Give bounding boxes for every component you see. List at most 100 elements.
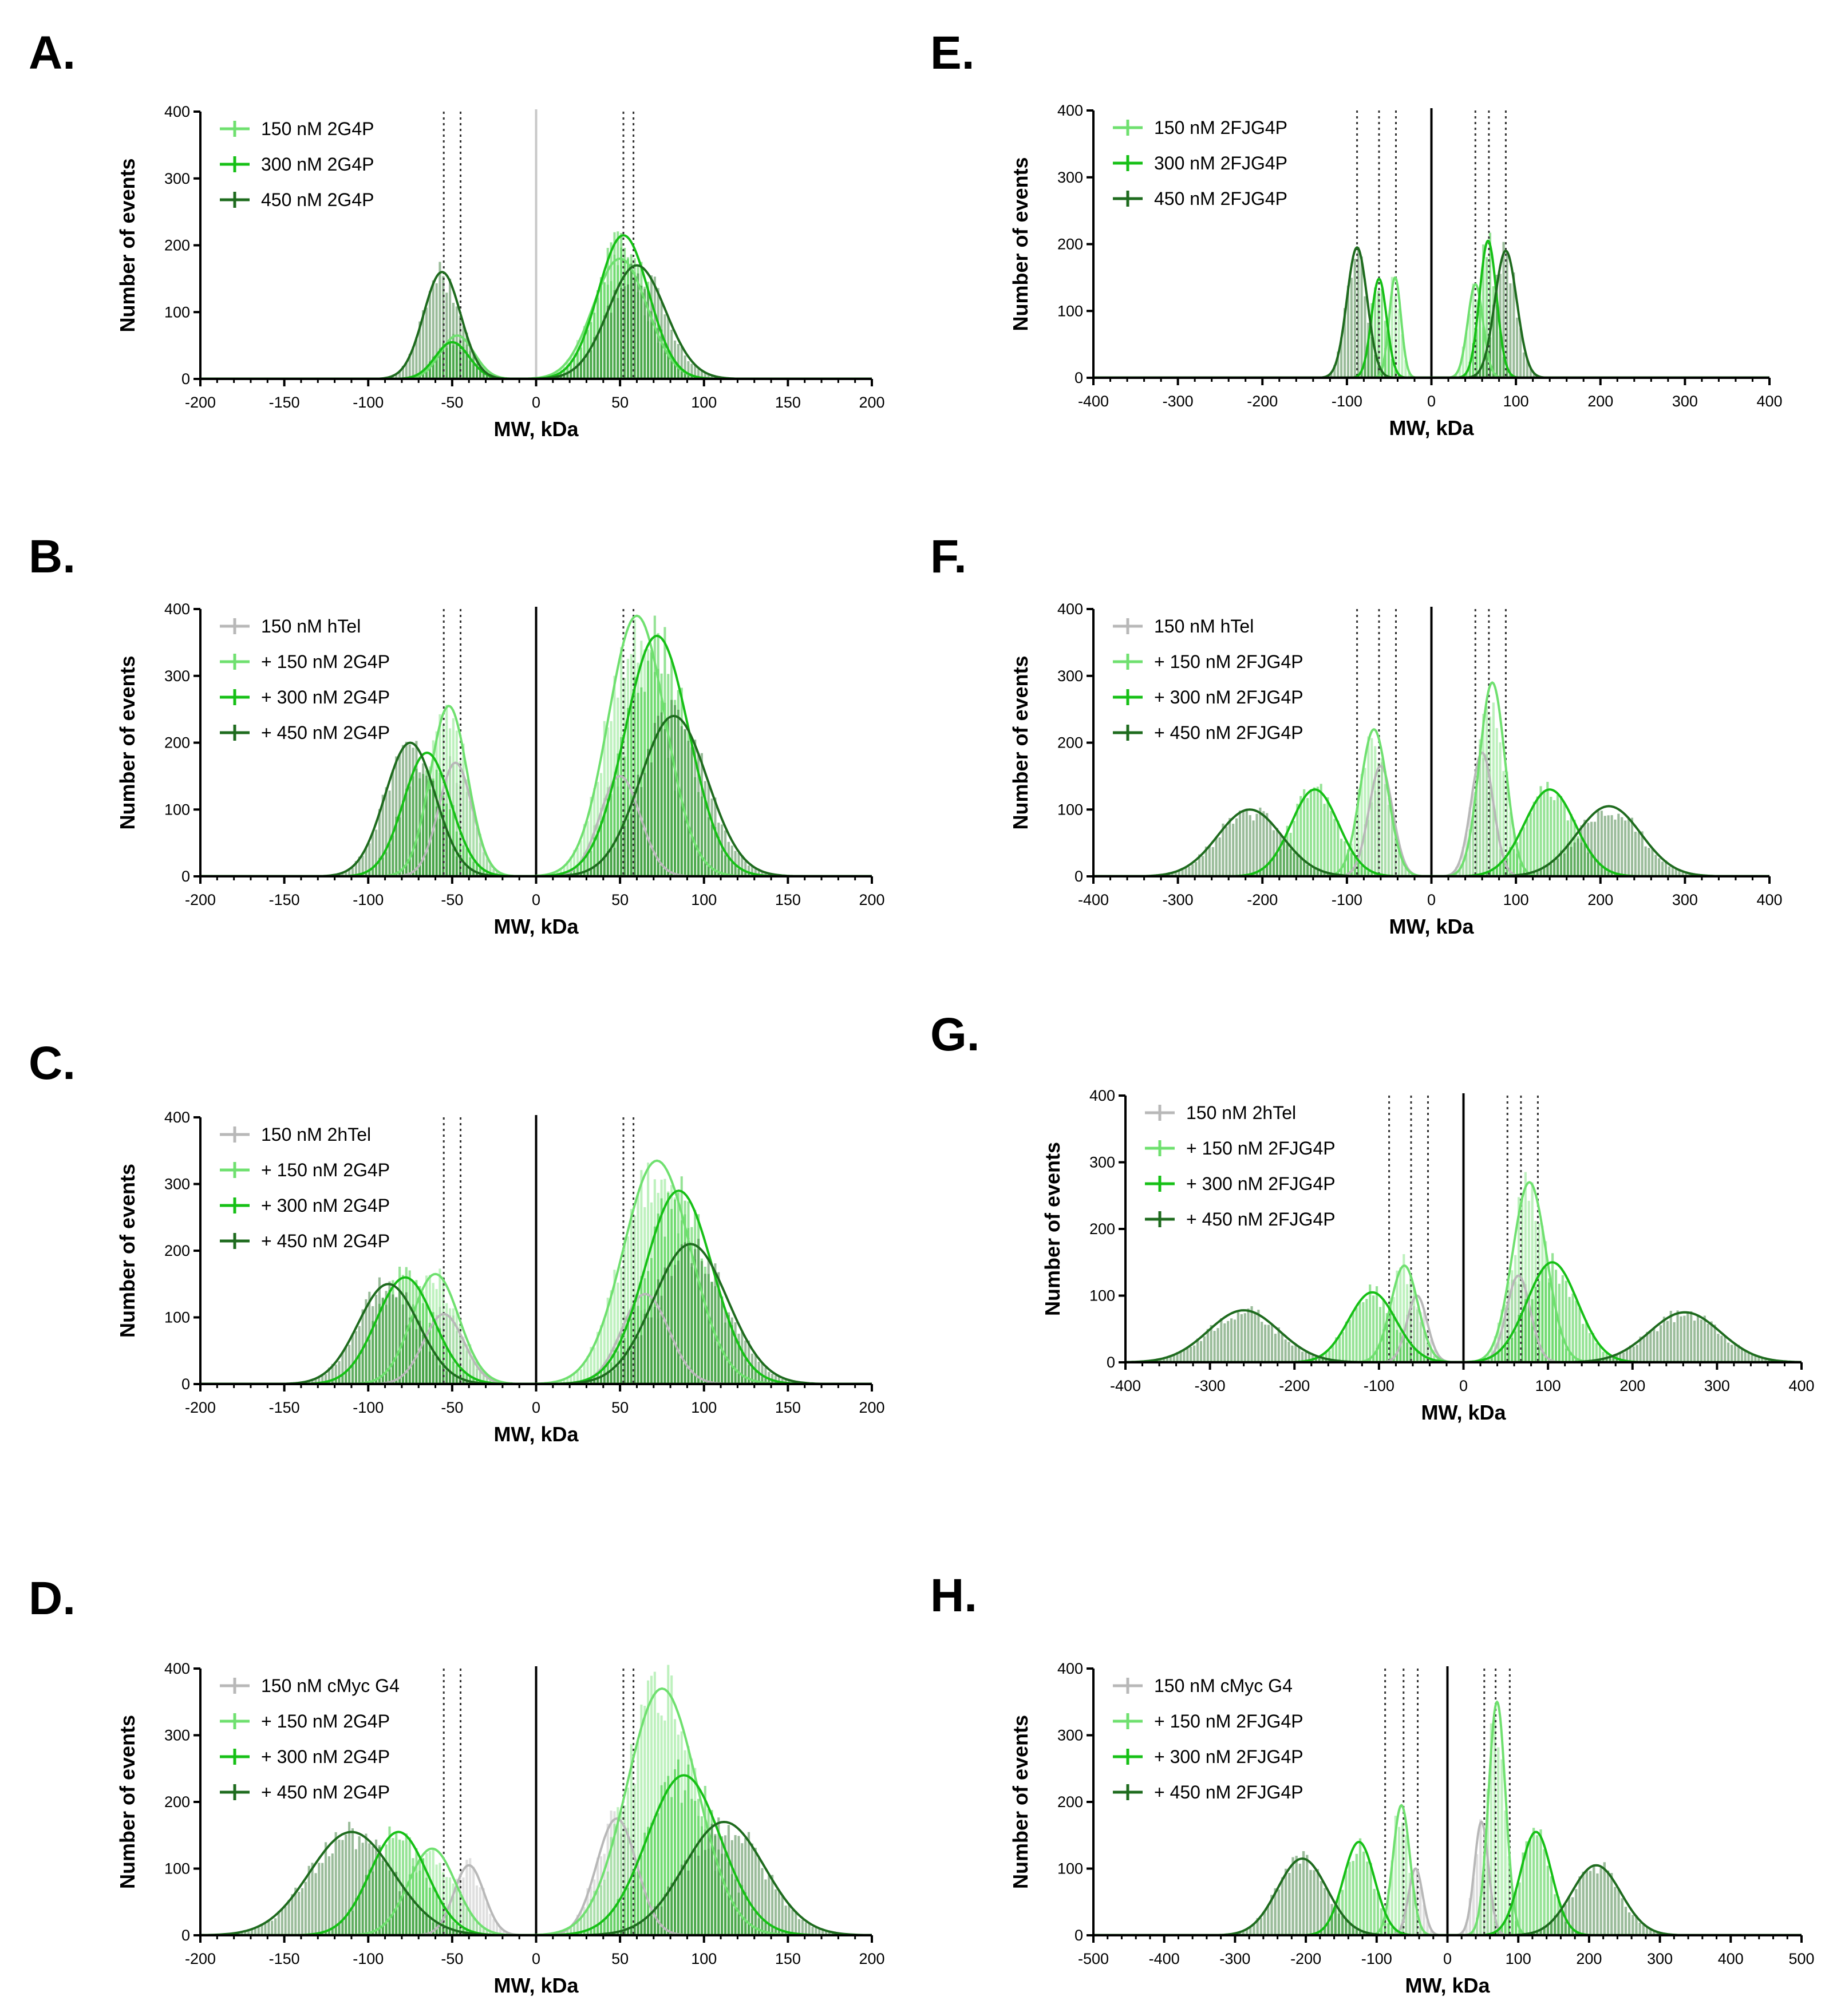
histogram-bar — [250, 1928, 254, 1935]
histogram-bar — [1475, 329, 1478, 378]
histogram-bar — [633, 1927, 636, 1935]
histogram-bar — [1737, 1345, 1740, 1362]
histogram-bar — [613, 848, 616, 876]
histogram-bar — [475, 1885, 479, 1935]
histogram-bar — [1419, 1322, 1422, 1362]
histogram-bar — [361, 1886, 364, 1935]
histogram-bar — [345, 1371, 347, 1384]
histogram-bar — [630, 796, 633, 876]
histogram-bar — [1250, 1306, 1253, 1362]
histogram-bar — [1311, 1359, 1314, 1362]
histogram-bar — [469, 360, 472, 379]
histogram-bar — [667, 1327, 670, 1384]
histogram-bar — [617, 1338, 619, 1384]
histogram-bar — [647, 1901, 650, 1935]
histogram-bar — [415, 337, 418, 379]
histogram-bar — [1264, 1325, 1267, 1362]
y-tick-label: 200 — [164, 1242, 190, 1259]
histogram-bar — [1211, 847, 1214, 876]
histogram-bar — [1287, 1342, 1290, 1362]
histogram-bar — [623, 826, 626, 876]
histogram-bar — [1630, 817, 1634, 876]
histogram-bar — [1595, 1343, 1598, 1362]
histogram-bar — [1573, 842, 1576, 876]
histogram-bar — [1199, 1341, 1203, 1362]
histogram-bar — [1558, 1329, 1561, 1362]
histogram-bar — [482, 1370, 485, 1384]
histogram-bar — [1360, 865, 1363, 876]
histogram-bar — [1394, 1816, 1397, 1935]
histogram-bar — [1266, 813, 1269, 876]
histogram-bar — [1404, 867, 1407, 876]
histogram-bar — [1504, 1343, 1507, 1362]
histogram-bar — [1408, 1873, 1411, 1935]
histogram-bar — [737, 1836, 740, 1935]
histogram-bar — [583, 326, 586, 379]
histogram-bar — [1583, 820, 1586, 876]
histogram-bar — [697, 1239, 700, 1384]
histogram-bar — [1536, 870, 1539, 876]
histogram-bar — [694, 1801, 697, 1935]
x-tick-label: 100 — [691, 891, 717, 908]
y-tick-label: 300 — [164, 1727, 190, 1744]
histogram-bar — [623, 260, 626, 379]
histogram-bar — [442, 1363, 445, 1384]
histogram-bar — [439, 714, 441, 876]
histogram-bar — [754, 1928, 757, 1935]
histogram-bar — [408, 1317, 411, 1384]
histogram-bar — [452, 765, 455, 876]
histogram-bar — [637, 1741, 639, 1935]
histogram-bars — [334, 615, 777, 876]
histogram-bar — [392, 375, 394, 379]
histogram-bar — [1399, 1344, 1402, 1362]
histogram-bar — [1548, 1278, 1551, 1362]
histogram-bar — [1551, 1291, 1554, 1362]
histogram-bar — [590, 1886, 592, 1935]
histogram-bar — [348, 1909, 351, 1935]
histogram-bar — [1488, 337, 1492, 378]
histogram-bar — [1289, 832, 1292, 876]
histogram-bar — [1495, 728, 1498, 876]
histogram-bar — [1404, 360, 1407, 378]
histogram-bar — [597, 864, 599, 876]
y-tick-label: 0 — [1075, 369, 1083, 386]
histogram-bar — [284, 1906, 287, 1935]
x-tick-label: -150 — [269, 1399, 300, 1416]
histogram-bar — [1500, 1330, 1503, 1362]
histogram-bar — [626, 1887, 629, 1935]
histogram-bar — [462, 1902, 465, 1935]
histogram-bar — [818, 1928, 821, 1935]
histogram-bar — [1232, 824, 1235, 876]
histogram-bar — [485, 859, 488, 876]
histogram-bar — [418, 375, 421, 379]
histogram-bar — [690, 1227, 693, 1384]
histogram-bar — [610, 242, 613, 379]
histogram-bar — [700, 1258, 703, 1384]
histogram-bar — [579, 872, 582, 876]
histogram-bar — [318, 1377, 321, 1384]
histogram-bar — [606, 1298, 609, 1384]
histogram-bar — [637, 662, 639, 876]
histogram-bar — [1401, 860, 1404, 876]
histogram-bar — [673, 699, 677, 876]
histogram-bar — [281, 1908, 283, 1935]
histogram-bar — [1520, 1285, 1524, 1362]
histogram-bar — [445, 1927, 448, 1935]
histogram-bar — [412, 1316, 414, 1384]
histogram-bar — [462, 773, 465, 876]
histogram-bar — [1279, 849, 1282, 876]
histogram-bar — [1408, 871, 1411, 876]
histogram-bar — [670, 359, 673, 379]
histogram-bar — [744, 1892, 747, 1935]
histogram-bar — [472, 364, 475, 379]
histogram-bar — [1571, 1357, 1574, 1362]
y-tick-label: 100 — [164, 801, 190, 818]
histogram-bar — [1482, 758, 1485, 876]
histogram-bar — [1306, 798, 1309, 876]
histogram-bar — [563, 366, 566, 379]
histogram-bar — [1475, 1918, 1479, 1935]
histogram-bar — [1600, 867, 1603, 876]
histogram-bar — [1270, 1323, 1274, 1362]
histogram-bar — [653, 855, 656, 876]
histogram-bar — [398, 1350, 401, 1384]
